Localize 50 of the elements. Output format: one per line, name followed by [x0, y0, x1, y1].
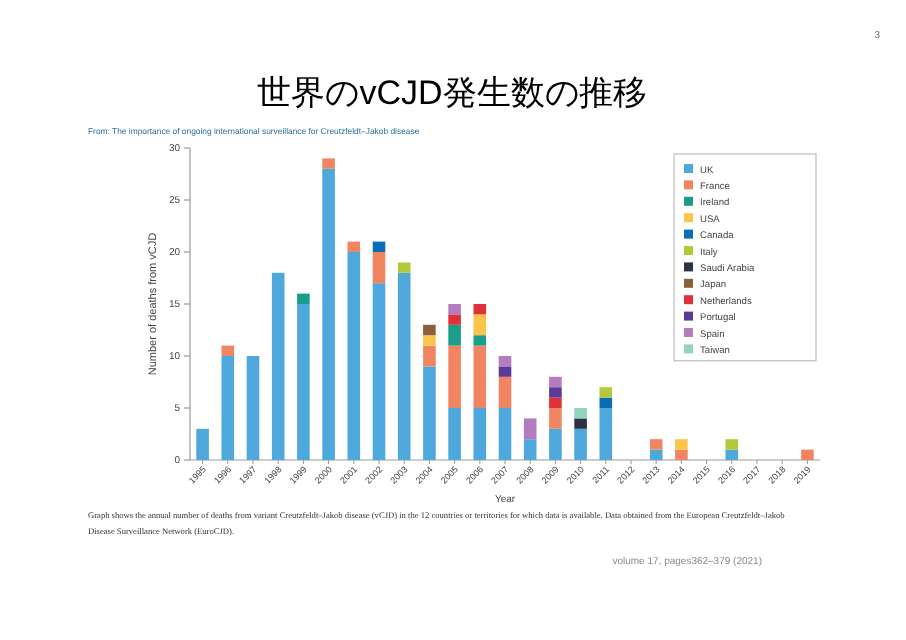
bar: [297, 304, 310, 460]
bar: [473, 408, 487, 460]
bar: [322, 168, 335, 460]
bar: [246, 356, 260, 460]
bar: [498, 366, 512, 377]
bar: [599, 397, 613, 408]
bar: [523, 439, 537, 460]
bar: [448, 304, 461, 315]
bar: [372, 241, 386, 252]
bar: [549, 376, 562, 388]
bar: [498, 408, 512, 460]
bar: [549, 428, 562, 460]
bar: [649, 439, 663, 450]
bar: [221, 345, 235, 356]
bar: [473, 314, 487, 336]
bar: [523, 418, 537, 440]
bar: [397, 272, 411, 460]
bar: [473, 345, 487, 408]
bar: [221, 356, 235, 460]
chart-title: 世界のvCJD発生数の推移: [257, 74, 647, 112]
bar: [549, 408, 562, 429]
bar: [423, 366, 436, 460]
bar: [448, 314, 461, 325]
bar: [448, 345, 461, 408]
bar: [397, 262, 411, 273]
bar: [448, 324, 461, 346]
bar: [599, 387, 613, 398]
bar: [372, 252, 386, 284]
bar: [725, 439, 739, 450]
bar: [196, 428, 209, 460]
bar: [801, 449, 814, 460]
bar: [675, 439, 688, 450]
bar: [347, 252, 361, 460]
bar: [675, 449, 688, 460]
bar: [473, 304, 487, 315]
bar: [725, 449, 739, 460]
bar: [448, 408, 461, 460]
bar: [423, 345, 436, 367]
bar: [372, 283, 386, 460]
bar: [599, 408, 613, 460]
bar: [649, 449, 663, 460]
bar: [473, 335, 487, 346]
bar: [322, 158, 335, 169]
bar: [498, 376, 512, 408]
bar: [347, 241, 361, 252]
bar: [549, 387, 562, 398]
bar: [498, 356, 512, 367]
bar: [271, 272, 285, 460]
bar: [549, 397, 562, 408]
bar: [297, 293, 310, 304]
